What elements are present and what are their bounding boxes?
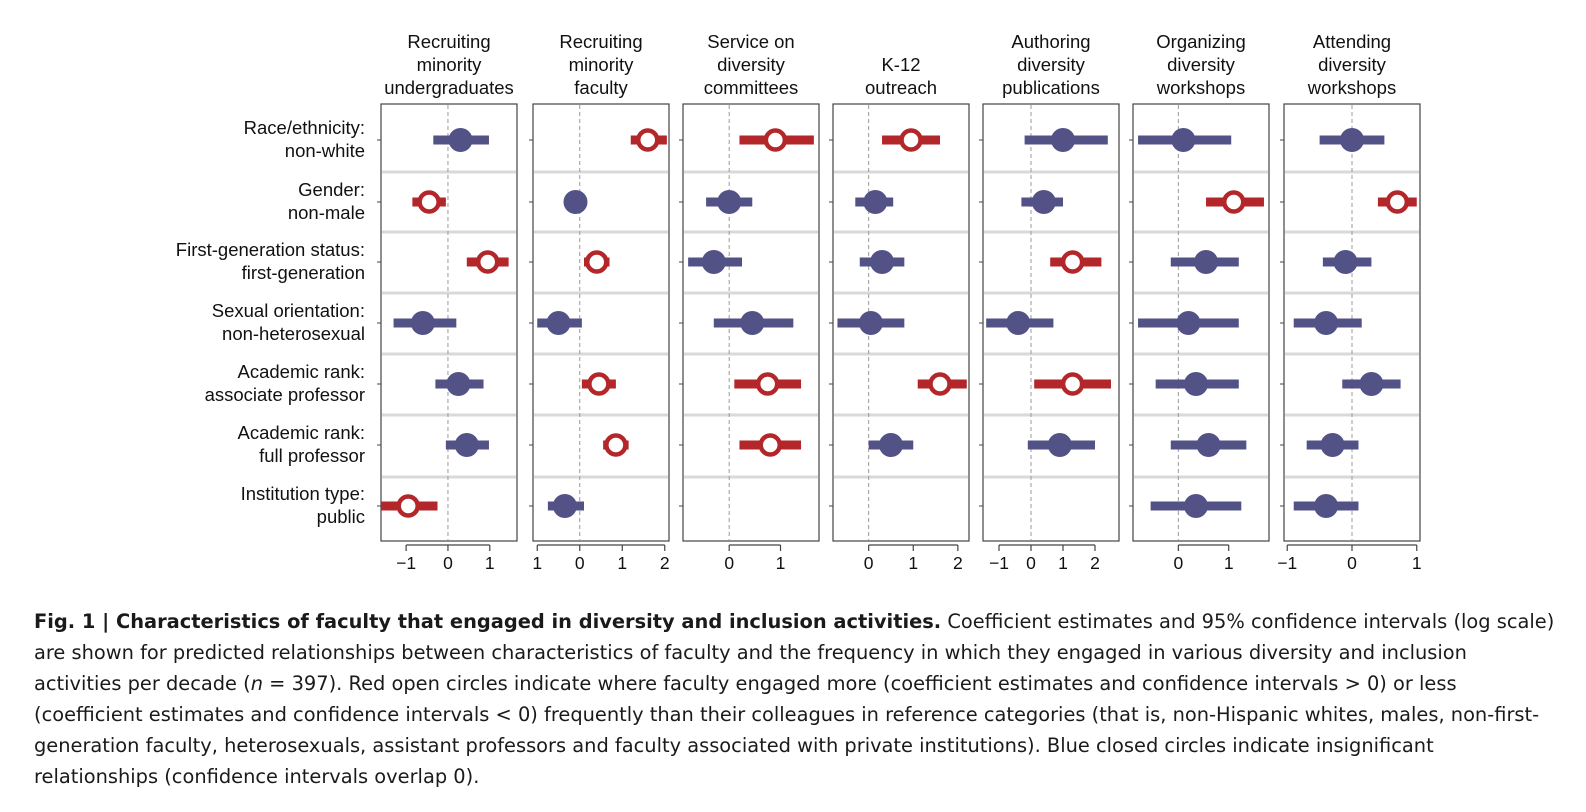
estimate-point-significant xyxy=(585,250,609,274)
panels: Recruiting minority undergraduates−1 0 1Recr… xyxy=(377,31,1422,573)
estimate-point xyxy=(1333,250,1358,274)
x-tick-label: 1 xyxy=(617,553,627,573)
estimate-point xyxy=(1194,250,1219,274)
estimate-point xyxy=(1171,128,1196,152)
row-label: Academic rank: full professor xyxy=(238,422,366,466)
x-tick-label: 1 xyxy=(1224,553,1234,573)
estimate-point-significant xyxy=(636,128,660,152)
x-tick-label: 0 xyxy=(1173,553,1183,573)
x-tick-label: 1 xyxy=(908,553,918,573)
row-labels: Race/ethnicity: non-white Gender: non-male F… xyxy=(176,117,365,527)
estimate-point-significant xyxy=(899,128,923,152)
panel: K-12 outreach 0 1 2 xyxy=(829,54,970,573)
panel-title: Organizing diversity workshops xyxy=(1156,31,1246,98)
estimate-point xyxy=(1183,494,1208,518)
estimate-point xyxy=(1314,311,1339,335)
estimate-point-significant xyxy=(1060,250,1085,274)
estimate-point xyxy=(740,311,765,335)
estimate-point xyxy=(563,190,588,214)
estimate-point xyxy=(1031,190,1056,214)
x-tick-label: −1 xyxy=(396,553,416,573)
estimate-point-significant xyxy=(417,190,441,214)
estimate-point-significant xyxy=(396,494,420,518)
row-label: First-generation status: first-generation xyxy=(176,239,365,283)
x-tick-label: 1 xyxy=(485,553,495,573)
estimate-point-significant xyxy=(1221,190,1246,214)
estimate-point xyxy=(1320,433,1345,457)
panel: Service on diversity committees 0 1 xyxy=(679,31,820,573)
row-label: Race/ethnicity: non-white xyxy=(244,117,365,161)
estimate-point xyxy=(870,250,895,274)
estimate-point xyxy=(410,311,435,335)
estimate-point-significant xyxy=(604,433,628,457)
estimate-point xyxy=(1006,311,1031,335)
panel: Authoring diversity publications −1 0 1 2 xyxy=(979,31,1120,573)
panel-title: Attending diversity workshops xyxy=(1307,31,1396,98)
estimate-point-significant xyxy=(1385,190,1410,214)
estimate-point-significant xyxy=(587,372,611,396)
estimate-point xyxy=(446,372,471,396)
caption-label: Fig. 1 | Characteristics of faculty that… xyxy=(34,610,942,633)
panel-title: Service on diversity committees xyxy=(704,31,799,98)
forest-plot-figure: Race/ethnicity: non-white Gender: non-male F… xyxy=(176,31,1422,573)
x-tick-label: 0 xyxy=(1347,553,1357,573)
figure-caption: Fig. 1 | Characteristics of faculty that… xyxy=(34,606,1559,792)
panel: Recruiting minority faculty 1 0 1 2 xyxy=(529,31,670,573)
estimate-point xyxy=(1051,128,1075,152)
estimate-point xyxy=(878,433,903,457)
panel: Attending diversity workshops −1 0 1 xyxy=(1277,31,1421,573)
panel: Recruiting minority undergraduates −1 0 1 xyxy=(377,31,518,573)
x-tick-label: 1 xyxy=(1412,553,1422,573)
estimate-point-significant xyxy=(928,372,952,396)
x-tick-label: 0 xyxy=(575,553,585,573)
x-tick-label: 1 xyxy=(532,553,542,573)
x-tick-label: 2 xyxy=(1090,553,1100,573)
x-tick-label: 1 xyxy=(1058,553,1068,573)
estimate-point xyxy=(717,190,742,214)
x-tick-label: 0 xyxy=(724,553,734,573)
x-tick-label: 2 xyxy=(660,553,670,573)
x-tick-label: 1 xyxy=(776,553,786,573)
row-label: Sexual orientation: non-heterosexual xyxy=(212,300,365,344)
caption-text-2: = 397). Red open circles indicate where … xyxy=(34,672,1540,788)
estimate-point-significant xyxy=(763,128,788,152)
estimate-point xyxy=(863,190,888,214)
estimate-point-significant xyxy=(755,372,780,396)
x-tick-label: 0 xyxy=(864,553,874,573)
x-tick-label: −1 xyxy=(989,553,1009,573)
x-tick-label: −1 xyxy=(1277,553,1297,573)
estimate-point xyxy=(448,128,473,152)
caption-n-symbol: n xyxy=(250,672,264,695)
panel-title: Authoring diversity publications xyxy=(1002,31,1100,98)
estimate-point xyxy=(1047,433,1072,457)
estimate-point xyxy=(1196,433,1221,457)
x-tick-label: 2 xyxy=(953,553,963,573)
caption-text-1: Coefficient estimates and 95% confidence… xyxy=(34,610,1555,695)
estimate-point xyxy=(1340,128,1364,152)
estimate-point xyxy=(1176,311,1201,335)
row-label: Academic rank: associate professor xyxy=(205,361,365,405)
row-label: Gender: non-male xyxy=(288,179,365,223)
x-tick-label: 0 xyxy=(443,553,453,573)
estimate-point-significant xyxy=(475,250,500,274)
estimate-point xyxy=(454,433,479,457)
estimate-point xyxy=(1314,494,1339,518)
estimate-point xyxy=(1183,372,1208,396)
estimate-point xyxy=(552,494,577,518)
estimate-point-significant xyxy=(1060,372,1085,396)
estimate-point xyxy=(858,311,883,335)
panel-title: K-12 outreach xyxy=(865,54,937,98)
panel-title: Recruiting minority undergraduates xyxy=(384,31,514,98)
estimate-point-significant xyxy=(758,433,782,457)
x-tick-label: 0 xyxy=(1026,553,1036,573)
row-label: Institution type: public xyxy=(241,483,365,527)
estimate-point xyxy=(546,311,571,335)
estimate-point xyxy=(1359,372,1384,396)
panel: Organizing diversity workshops 0 1 xyxy=(1129,31,1270,573)
estimate-point xyxy=(701,250,726,274)
panel-title: Recruiting minority faculty xyxy=(559,31,642,98)
